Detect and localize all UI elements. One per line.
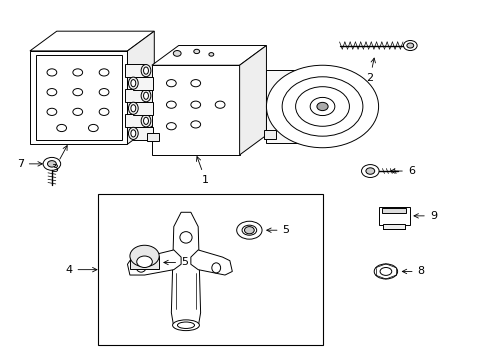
Ellipse shape [131, 105, 136, 112]
Circle shape [99, 69, 109, 76]
Text: 4: 4 [65, 265, 97, 275]
Polygon shape [30, 31, 154, 51]
Ellipse shape [143, 92, 148, 99]
Bar [378, 207, 409, 225]
Bar [36, 55, 122, 140]
Bar [147, 133, 159, 140]
Ellipse shape [128, 77, 138, 89]
Circle shape [309, 98, 334, 116]
Ellipse shape [379, 267, 391, 275]
Polygon shape [190, 250, 232, 275]
Ellipse shape [242, 225, 256, 235]
Ellipse shape [177, 322, 194, 328]
Circle shape [99, 89, 109, 96]
Ellipse shape [141, 90, 151, 102]
Circle shape [361, 165, 378, 177]
Circle shape [193, 49, 199, 54]
Text: 7: 7 [17, 159, 42, 169]
Text: 2: 2 [366, 58, 375, 83]
Text: 3: 3 [51, 145, 67, 174]
Text: 8: 8 [402, 266, 424, 276]
Ellipse shape [141, 64, 151, 77]
Ellipse shape [180, 231, 192, 243]
Circle shape [215, 101, 224, 108]
Circle shape [406, 43, 413, 48]
Circle shape [166, 123, 176, 130]
Text: 5: 5 [266, 225, 289, 235]
Circle shape [43, 157, 61, 170]
Circle shape [47, 108, 57, 116]
Polygon shape [266, 70, 311, 143]
Circle shape [365, 168, 374, 174]
Circle shape [282, 77, 362, 136]
Text: 5: 5 [163, 257, 188, 267]
Polygon shape [127, 250, 181, 275]
Circle shape [316, 102, 327, 111]
Polygon shape [152, 45, 266, 65]
Text: 1: 1 [196, 157, 208, 185]
Circle shape [99, 108, 109, 116]
Circle shape [73, 89, 82, 96]
Bar [382, 208, 406, 213]
Bar [133, 102, 153, 115]
Circle shape [166, 80, 176, 87]
Bar [125, 64, 144, 77]
Ellipse shape [141, 115, 151, 127]
Ellipse shape [128, 127, 138, 139]
Bar [133, 127, 153, 140]
Circle shape [73, 108, 82, 116]
Ellipse shape [136, 260, 146, 272]
Polygon shape [130, 256, 159, 269]
Polygon shape [30, 51, 127, 144]
Circle shape [244, 226, 254, 234]
Ellipse shape [131, 80, 136, 87]
Circle shape [173, 50, 181, 56]
Ellipse shape [128, 102, 138, 114]
Polygon shape [152, 65, 239, 155]
Circle shape [73, 69, 82, 76]
Bar [264, 130, 276, 139]
Bar [125, 114, 144, 127]
Circle shape [295, 87, 349, 126]
Circle shape [47, 69, 57, 76]
Polygon shape [127, 31, 154, 144]
Circle shape [57, 125, 66, 132]
Circle shape [190, 121, 200, 128]
Text: 6: 6 [390, 166, 414, 176]
Bar [98, 194, 322, 345]
Ellipse shape [143, 67, 148, 74]
Ellipse shape [236, 221, 262, 239]
Ellipse shape [373, 264, 397, 279]
Circle shape [47, 89, 57, 96]
Circle shape [403, 41, 416, 50]
Ellipse shape [172, 320, 199, 330]
Circle shape [130, 245, 159, 267]
Polygon shape [171, 212, 200, 327]
Circle shape [88, 125, 98, 132]
Bar [125, 89, 144, 102]
Circle shape [208, 53, 213, 56]
Bar [383, 224, 405, 229]
Bar [133, 77, 153, 90]
Ellipse shape [211, 263, 220, 273]
Circle shape [47, 161, 56, 167]
Ellipse shape [143, 117, 148, 125]
Circle shape [166, 101, 176, 108]
Polygon shape [239, 45, 266, 155]
Circle shape [137, 256, 152, 267]
Circle shape [190, 101, 200, 108]
Circle shape [190, 80, 200, 87]
Circle shape [266, 65, 378, 148]
Text: 9: 9 [413, 211, 436, 221]
Ellipse shape [131, 130, 136, 137]
